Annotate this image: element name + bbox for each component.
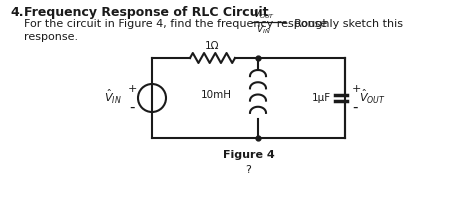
Text: Frequency Response of RLC Circuit: Frequency Response of RLC Circuit [24,6,268,19]
Text: $\hat{V}_{OUT}$: $\hat{V}_{OUT}$ [359,88,386,106]
Text: 1Ω: 1Ω [205,41,220,51]
Text: 10mH: 10mH [201,89,232,99]
Text: 4.: 4. [10,6,24,19]
Text: +: + [352,84,361,94]
Text: For the circuit in Figure 4, find the frequency response: For the circuit in Figure 4, find the fr… [24,19,327,29]
Text: response.: response. [24,32,78,42]
Text: 1μF: 1μF [312,93,331,103]
Text: $\mathit{V}_{IN}$: $\mathit{V}_{IN}$ [256,23,271,35]
Text: ?: ? [246,165,251,175]
Text: $\mathit{V}_{OUT}$: $\mathit{V}_{OUT}$ [253,8,275,21]
Text: +: + [128,84,137,94]
Text: . Roughly sketch this: . Roughly sketch this [287,19,403,29]
Text: -: - [352,99,357,115]
Text: -: - [129,99,135,115]
Text: Figure 4: Figure 4 [223,150,274,160]
Text: $\hat{V}_{IN}$: $\hat{V}_{IN}$ [104,88,122,106]
